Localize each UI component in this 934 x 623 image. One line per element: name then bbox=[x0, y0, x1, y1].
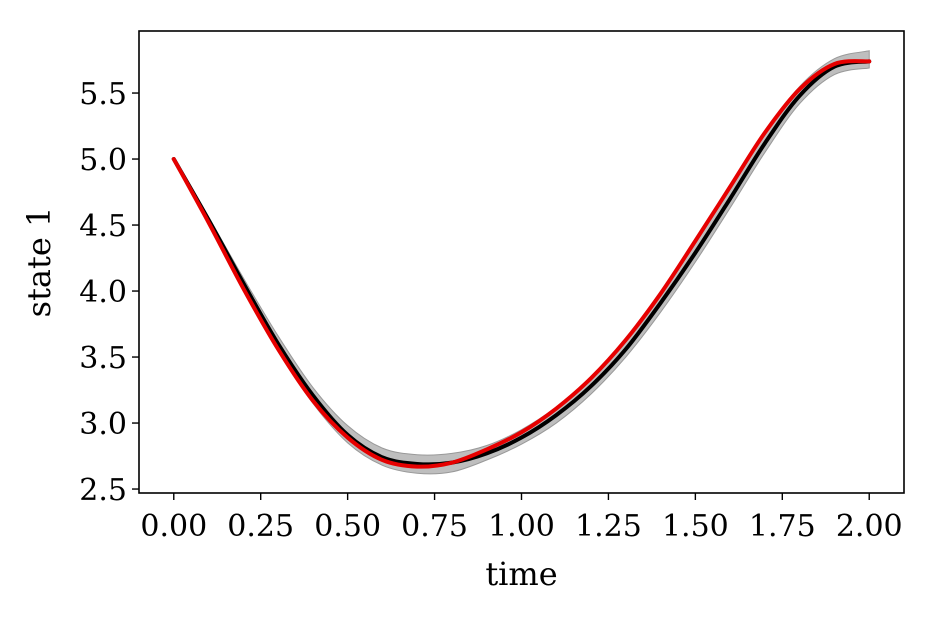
x-tick-label: 0.25 bbox=[227, 509, 294, 544]
x-tick-label: 1.75 bbox=[749, 509, 816, 544]
y-tick-label: 3.0 bbox=[79, 407, 127, 442]
x-tick-label: 0.50 bbox=[314, 509, 381, 544]
plot-area bbox=[171, 50, 872, 475]
x-tick-label: 0.75 bbox=[401, 509, 468, 544]
y-tick-label: 4.5 bbox=[79, 209, 127, 244]
y-tick-label: 2.5 bbox=[79, 473, 127, 508]
x-axis-label: time bbox=[485, 555, 557, 593]
reference-line bbox=[171, 59, 872, 469]
x-tick-label: 1.50 bbox=[662, 509, 729, 544]
y-tick-label: 5.5 bbox=[79, 77, 127, 112]
x-tick-label: 1.00 bbox=[488, 509, 555, 544]
y-tick-label: 5.0 bbox=[79, 143, 127, 178]
mean-line bbox=[171, 59, 872, 467]
x-axis: 0.00 0.25 0.50 0.75 1.00 1.25 1.50 1.75 2.00 bbox=[140, 493, 903, 544]
confidence-band bbox=[173, 50, 870, 475]
y-tick-label: 4.0 bbox=[79, 275, 127, 310]
y-tick-label: 3.5 bbox=[79, 341, 127, 376]
x-tick-label: 0.00 bbox=[140, 509, 207, 544]
y-axis: 2.5 3.0 3.5 4.0 4.5 5.0 5.5 bbox=[79, 77, 139, 508]
x-tick-label: 2.00 bbox=[836, 509, 903, 544]
y-axis-label: state 1 bbox=[20, 207, 58, 318]
x-tick-label: 1.25 bbox=[575, 509, 642, 544]
